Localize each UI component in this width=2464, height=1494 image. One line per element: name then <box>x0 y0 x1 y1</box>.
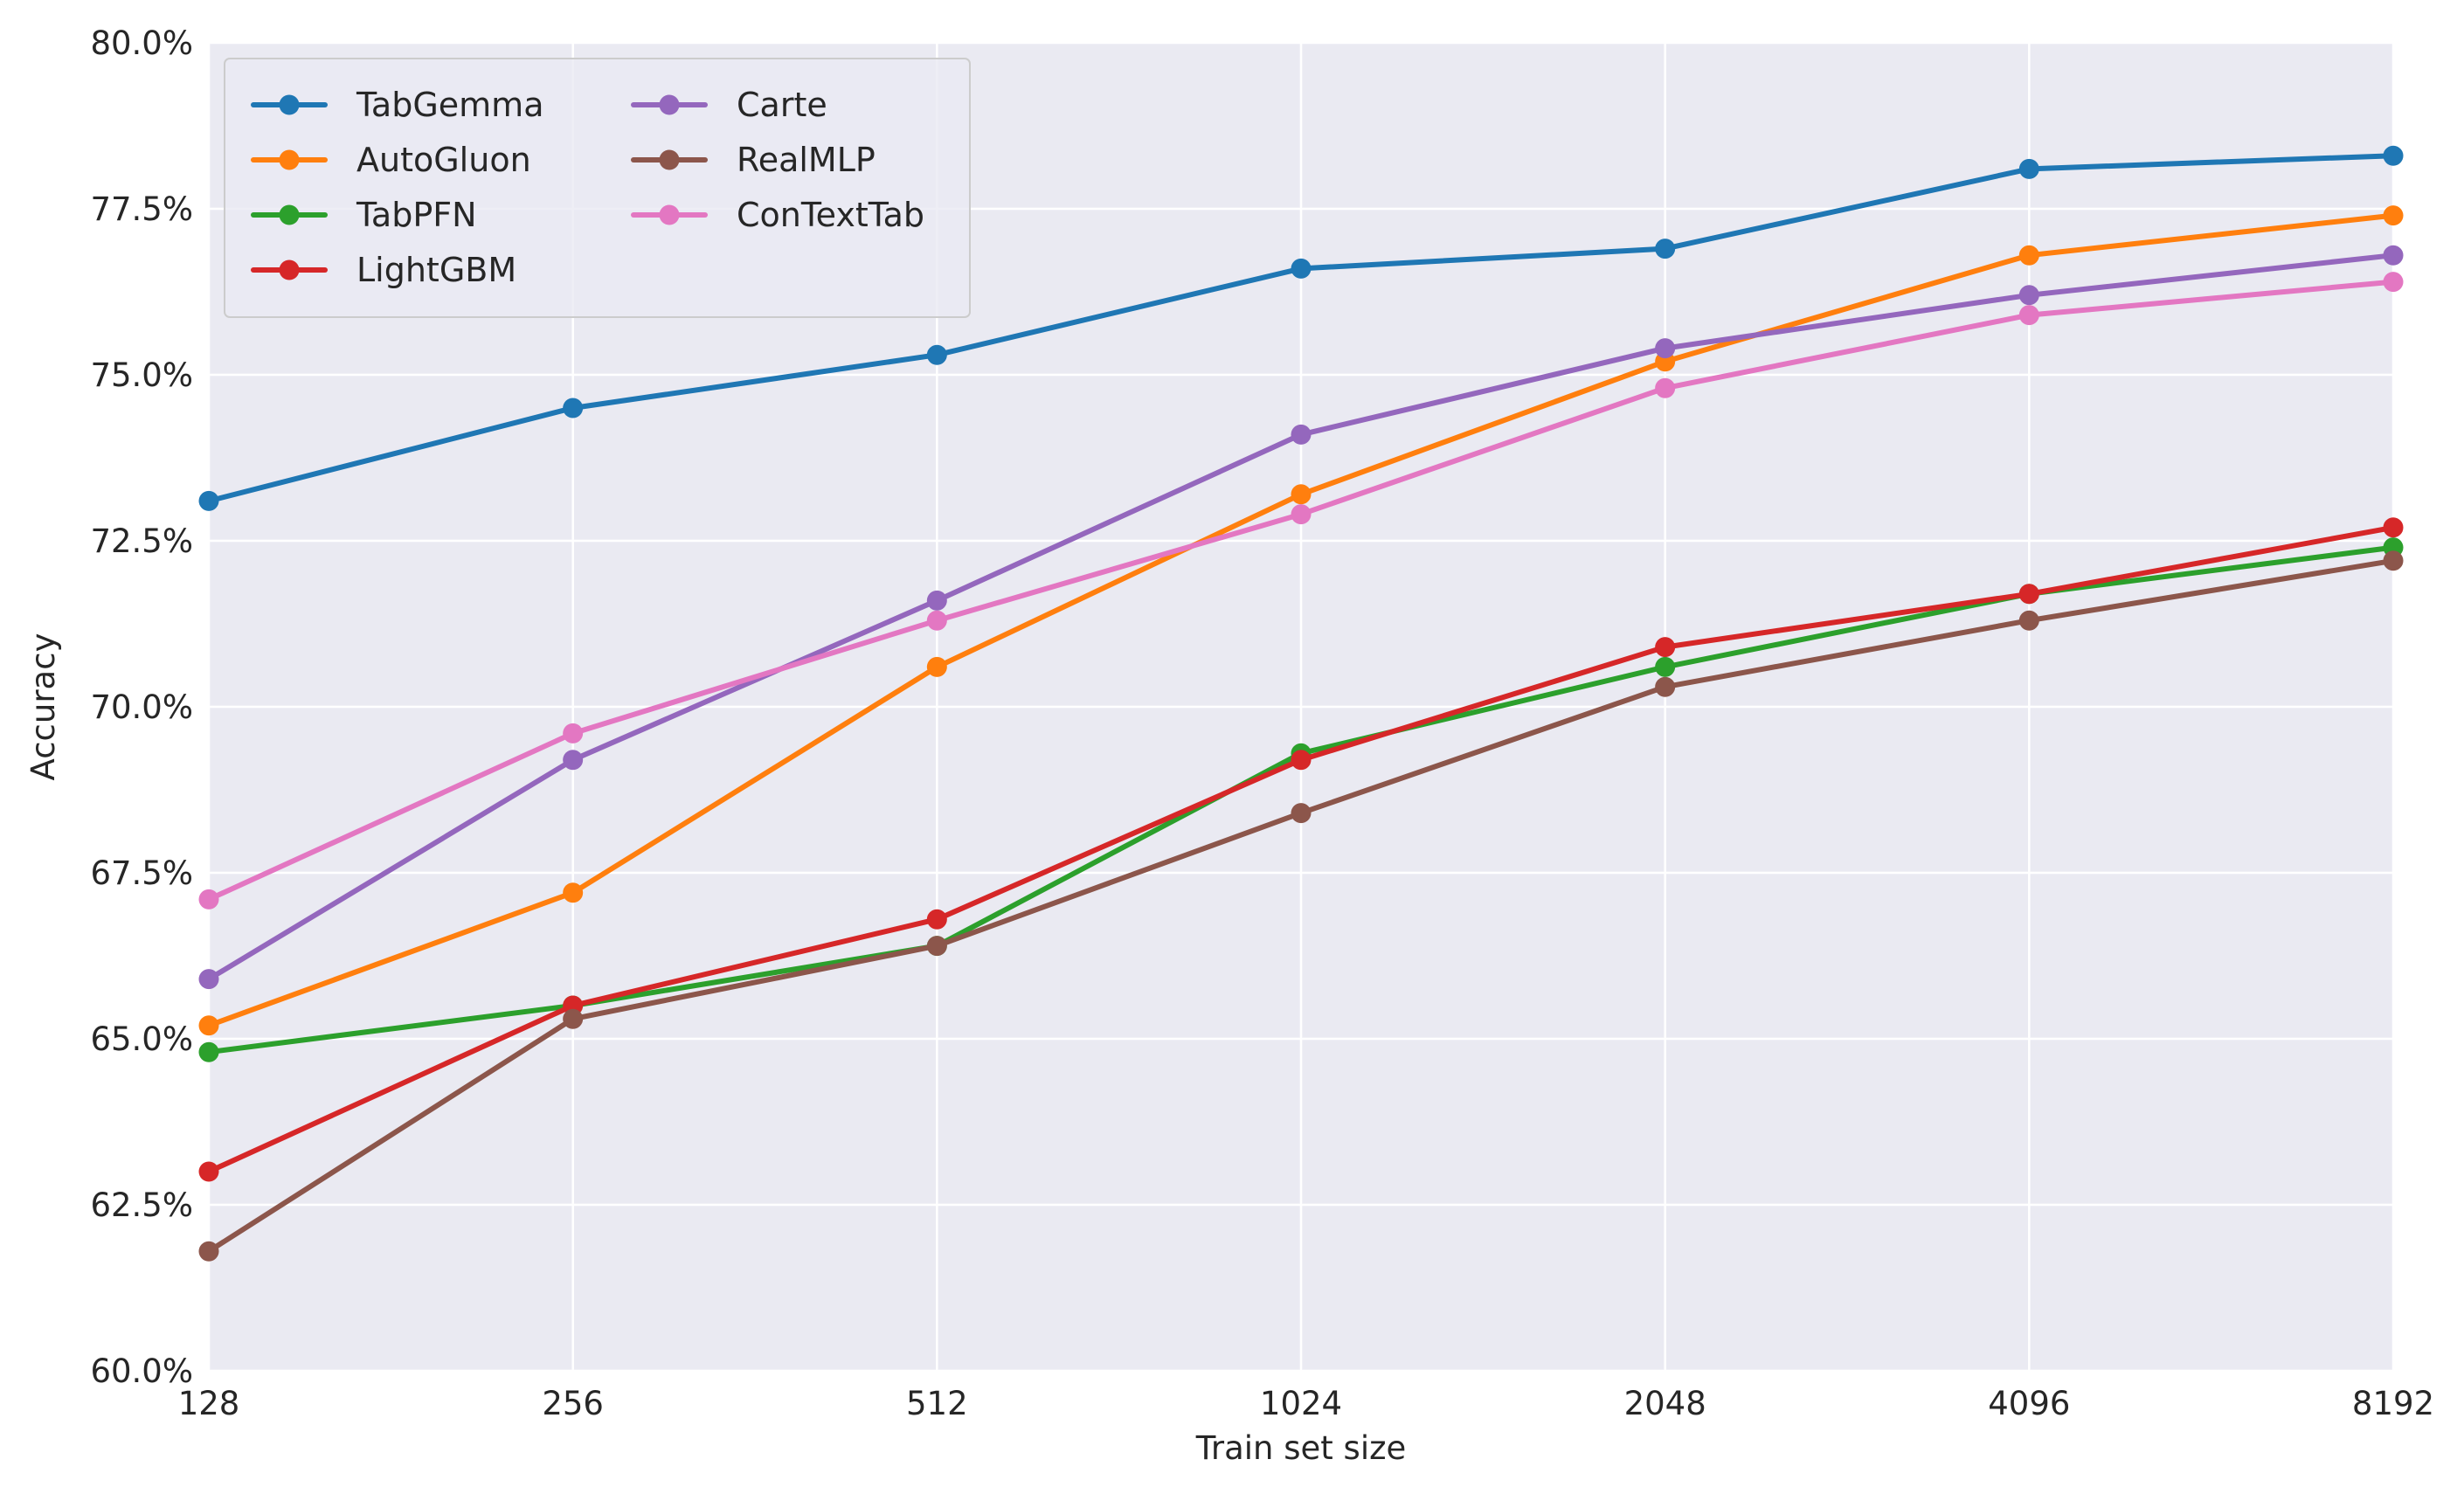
series-realmlp <box>198 550 2404 1262</box>
data-point <box>926 936 947 957</box>
data-point <box>1291 424 1312 445</box>
data-point <box>198 889 219 910</box>
series-contexttab <box>198 272 2404 910</box>
x-tick-label: 8192 <box>2352 1385 2434 1422</box>
legend: TabGemma AutoGluon TabPFN LightGBM Carte Real… <box>224 58 971 318</box>
data-point <box>926 656 947 677</box>
y-tick-label: 77.5% <box>90 190 193 228</box>
x-tick-label: 4096 <box>1988 1385 2070 1422</box>
data-point <box>2383 550 2404 571</box>
data-point <box>1655 676 1676 697</box>
legend-marker <box>279 94 300 115</box>
legend-entry-carte: Carte <box>631 86 827 124</box>
x-axis-tick-labels: 128 256 512 1024 2048 4096 8192 <box>178 1385 2434 1422</box>
data-point <box>563 1008 584 1029</box>
y-tick-label: 65.0% <box>90 1020 193 1058</box>
data-point <box>1291 258 1312 279</box>
x-tick-label: 1024 <box>1260 1385 1342 1422</box>
data-point <box>926 610 947 631</box>
data-point <box>2018 610 2039 631</box>
data-point <box>926 344 947 365</box>
legend-marker <box>279 204 300 225</box>
legend-label: ConTextTab <box>737 196 924 234</box>
legend-box <box>224 58 971 318</box>
data-point <box>2018 285 2039 306</box>
legend-marker <box>659 94 680 115</box>
legend-entry-lightgbm: LightGBM <box>251 251 516 289</box>
data-point <box>198 1041 219 1062</box>
x-tick-label: 2048 <box>1624 1385 1706 1422</box>
legend-label: AutoGluon <box>356 141 531 179</box>
data-point <box>198 969 219 990</box>
legend-marker <box>659 204 680 225</box>
y-tick-label: 72.5% <box>90 522 193 560</box>
x-axis-title: Train set size <box>1195 1429 1407 1467</box>
data-point <box>2018 305 2039 326</box>
series-tabgemma <box>198 145 2404 511</box>
data-point <box>1291 504 1312 525</box>
x-tick-label: 128 <box>178 1385 240 1422</box>
data-point <box>2383 245 2404 266</box>
legend-label: TabGemma <box>356 86 543 124</box>
data-point <box>198 1015 219 1036</box>
x-tick-label: 512 <box>906 1385 968 1422</box>
data-point <box>1655 338 1676 359</box>
data-point <box>2018 158 2039 179</box>
data-point <box>563 398 584 418</box>
data-point <box>1291 484 1312 505</box>
data-point <box>2383 205 2404 226</box>
series-lines <box>198 145 2404 1262</box>
y-axis-tick-labels: 60.0% 62.5% 65.0% 67.5% 70.0% 72.5% 75.0% 77.5%… <box>90 24 193 1390</box>
legend-entry-contexttab: ConTextTab <box>631 196 924 234</box>
data-point <box>926 909 947 930</box>
data-point <box>1291 750 1312 771</box>
x-tick-label: 256 <box>542 1385 604 1422</box>
data-point <box>1655 239 1676 259</box>
y-tick-label: 80.0% <box>90 24 193 62</box>
legend-entry-realmlp: RealMLP <box>631 141 876 179</box>
legend-label: TabPFN <box>356 196 477 234</box>
data-point <box>2018 584 2039 605</box>
series-carte <box>198 245 2404 990</box>
data-point <box>926 590 947 611</box>
data-point <box>2383 272 2404 293</box>
data-point <box>1655 656 1676 677</box>
data-point <box>2018 245 2039 266</box>
data-point <box>198 1241 219 1262</box>
legend-marker <box>279 149 300 170</box>
series-autogluon <box>198 205 2404 1036</box>
legend-entry-autogluon: AutoGluon <box>251 141 531 179</box>
legend-entry-tabpfn: TabPFN <box>251 196 477 234</box>
data-point <box>563 750 584 771</box>
data-point <box>2383 145 2404 166</box>
data-point <box>563 882 584 903</box>
data-point <box>563 723 584 744</box>
y-tick-label: 75.0% <box>90 356 193 394</box>
legend-label: LightGBM <box>356 251 516 289</box>
data-point <box>2383 517 2404 538</box>
legend-entry-tabgemma: TabGemma <box>251 86 543 124</box>
y-tick-label: 67.5% <box>90 854 193 892</box>
legend-marker <box>659 149 680 170</box>
data-point <box>1655 377 1676 398</box>
data-point <box>198 1161 219 1182</box>
y-tick-label: 70.0% <box>90 688 193 726</box>
data-point <box>1291 803 1312 824</box>
y-axis-title: Accuracy <box>24 633 62 781</box>
legend-label: RealMLP <box>737 141 876 179</box>
legend-marker <box>279 259 300 280</box>
y-tick-label: 62.5% <box>90 1186 193 1224</box>
data-point <box>198 490 219 511</box>
data-point <box>1655 637 1676 658</box>
legend-label: Carte <box>737 86 827 124</box>
y-tick-label: 60.0% <box>90 1352 193 1390</box>
